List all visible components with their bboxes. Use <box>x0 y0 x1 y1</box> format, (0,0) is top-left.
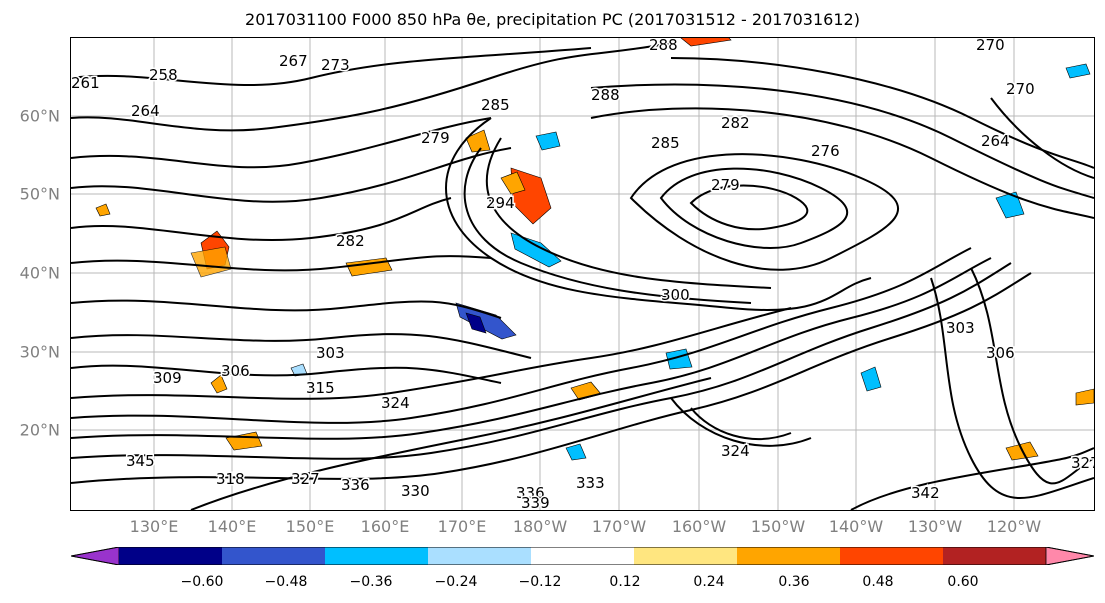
contour-label: 285 <box>481 96 510 114</box>
contour-label: 339 <box>521 494 550 510</box>
map-panel: 261 258 267 273 270 270 288 264 264 276 279 285 285 2… <box>71 38 1094 510</box>
contour-label: 318 <box>216 470 245 488</box>
contour-label: 264 <box>981 132 1010 150</box>
colorbar-tick: 0.12 <box>609 574 641 590</box>
colorbar-segment <box>119 547 223 565</box>
contour-label: 282 <box>336 232 365 250</box>
contour-label: 342 <box>911 484 940 502</box>
contour-label: 294 <box>486 194 515 212</box>
colorbar-segment <box>222 547 326 565</box>
contour-label: 279 <box>711 176 740 194</box>
colorbar-tick: 0.24 <box>693 574 725 590</box>
contour-label: 288 <box>591 86 620 104</box>
colorbar-segment <box>428 547 532 565</box>
theta-e-contours <box>71 42 1094 510</box>
contour-label: 261 <box>71 74 100 92</box>
contour-label: 303 <box>316 344 345 362</box>
colorbar <box>71 547 1094 565</box>
contour-label: 300 <box>661 286 690 304</box>
colorbar-segment <box>531 547 635 565</box>
contour-label: 270 <box>1006 80 1035 98</box>
colorbar-tick: −0.48 <box>264 574 308 590</box>
contour-label: 336 <box>516 484 545 502</box>
contour-label: 267 <box>279 52 308 70</box>
lon-label-140e: 140°E <box>207 517 257 536</box>
map-border <box>70 37 1095 511</box>
contour-label: 324 <box>381 394 410 412</box>
contour-label: 315 <box>306 379 335 397</box>
map-title: 2017031100 F000 850 hPa θe, precipitatio… <box>245 10 860 29</box>
contour-label: 270 <box>976 38 1005 54</box>
contour-label: 309 <box>153 369 182 387</box>
contour-label: 279 <box>421 129 450 147</box>
colorbar-segment <box>943 547 1047 565</box>
contour-label: 306 <box>221 362 250 380</box>
colorbar-tick: 0.48 <box>862 574 894 590</box>
lat-label-60n: 60°N <box>19 106 60 126</box>
contour-label: 285 <box>651 134 680 152</box>
colorbar-tick: −0.36 <box>349 574 393 590</box>
lon-label-140w: 140°W <box>828 517 884 536</box>
colorbar-segment <box>737 547 841 565</box>
contour-label: 288 <box>649 38 678 54</box>
colorbar-segment <box>325 547 429 565</box>
contour-label: 276 <box>811 142 840 160</box>
contour-label: 330 <box>401 482 430 500</box>
lon-label-170e: 170°E <box>437 517 487 536</box>
colorbar-tick: 0.36 <box>778 574 810 590</box>
contour-label: 273 <box>321 56 350 74</box>
colorbar-tick: −0.12 <box>518 574 562 590</box>
lon-label-120w: 120°W <box>986 517 1042 536</box>
colorbar-segment <box>840 547 944 565</box>
contour-label: 264 <box>131 102 160 120</box>
colorbar-extend-low <box>71 547 120 565</box>
contour-map: 261 258 267 273 270 270 288 264 264 276 279 285 285 2… <box>71 38 1094 510</box>
contour-label: 327 <box>1071 454 1094 472</box>
colorbar-tick: −0.60 <box>180 574 224 590</box>
contour-label: 345 <box>126 452 155 470</box>
lat-label-40n: 40°N <box>19 263 60 283</box>
contour-label: 306 <box>986 344 1015 362</box>
lon-label-130w: 130°W <box>907 517 963 536</box>
lon-label-150w: 150°W <box>750 517 806 536</box>
lon-label-130e: 130°E <box>129 517 179 536</box>
contour-label: 324 <box>721 442 750 460</box>
contour-label: 258 <box>149 66 178 84</box>
lat-label-30n: 30°N <box>19 342 60 362</box>
contour-label: 303 <box>946 319 975 337</box>
lon-label-160e: 160°E <box>360 517 410 536</box>
lat-label-20n: 20°N <box>19 420 60 440</box>
lon-label-180w: 180°W <box>512 517 568 536</box>
lat-label-50n: 50°N <box>19 184 60 204</box>
colorbar-tick: −0.24 <box>434 574 478 590</box>
contour-label: 333 <box>576 474 605 492</box>
colorbar-segment <box>634 547 738 565</box>
contour-label: 327 <box>291 470 320 488</box>
contour-label-group: 261 258 267 273 270 270 288 264 264 276 279 285 285 2… <box>71 38 1094 510</box>
lon-label-150e: 150°E <box>285 517 335 536</box>
contour-label: 282 <box>721 114 750 132</box>
lon-label-160w: 160°W <box>671 517 727 536</box>
lon-label-170w: 170°W <box>591 517 647 536</box>
colorbar-extend-high <box>1045 547 1094 565</box>
contour-label: 336 <box>341 476 370 494</box>
colorbar-tick: 0.60 <box>947 574 979 590</box>
